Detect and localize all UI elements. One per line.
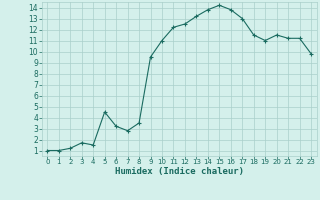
X-axis label: Humidex (Indice chaleur): Humidex (Indice chaleur) — [115, 167, 244, 176]
